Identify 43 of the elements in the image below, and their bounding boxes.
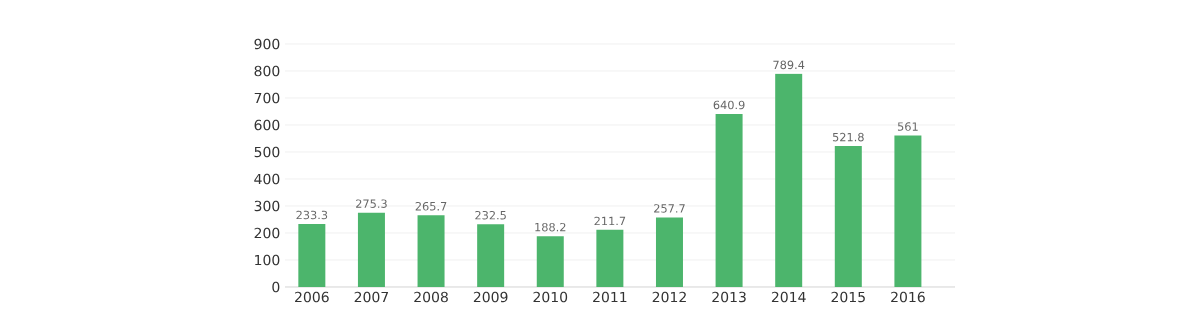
x-tick-label: 2007 — [354, 291, 389, 303]
y-tick-label: 200 — [254, 227, 280, 239]
bar — [596, 229, 624, 287]
data-label: 257.7 — [654, 204, 685, 213]
x-tick-label: 2006 — [295, 291, 329, 303]
x-tick-label: 2012 — [652, 291, 686, 303]
y-tick-label: 700 — [254, 92, 280, 104]
data-label: 640.9 — [713, 100, 745, 110]
bar — [417, 215, 445, 287]
x-tick-label: 2008 — [414, 291, 448, 303]
y-tick-label: 800 — [254, 65, 280, 77]
data-label: 275.3 — [356, 199, 387, 208]
x-tick-label: 2011 — [593, 291, 627, 303]
x-tick-label: 2010 — [533, 291, 568, 303]
bar — [357, 212, 385, 287]
x-tick-label: 2016 — [891, 291, 925, 303]
x-tick-label: 2013 — [712, 291, 746, 303]
x-tick-label: 2015 — [831, 291, 865, 303]
data-label: 789.4 — [773, 60, 805, 70]
bar — [477, 224, 505, 287]
bar — [834, 146, 862, 287]
bar — [775, 73, 803, 287]
y-tick-label: 900 — [254, 38, 280, 50]
bar — [536, 236, 564, 287]
x-tick-label: 2014 — [771, 291, 806, 303]
y-tick-label: 300 — [254, 200, 280, 212]
bar — [715, 113, 743, 287]
bar — [894, 135, 922, 287]
data-label: 232.5 — [475, 210, 506, 220]
data-label: 188.2 — [535, 222, 566, 232]
bar — [655, 217, 683, 287]
data-label: 211.7 — [594, 216, 626, 226]
data-label: 265.7 — [415, 201, 447, 211]
data-label: 233.3 — [296, 210, 328, 220]
data-label: 521.8 — [832, 132, 864, 142]
y-tick-label: 100 — [255, 254, 280, 266]
y-tick-label: 0 — [272, 281, 280, 293]
data-label: 561 — [897, 122, 918, 131]
bar — [298, 224, 326, 287]
y-tick-label: 600 — [254, 119, 280, 131]
y-tick-label: 400 — [254, 173, 280, 185]
y-tick-label: 500 — [254, 146, 280, 158]
x-tick-label: 2009 — [473, 291, 508, 303]
